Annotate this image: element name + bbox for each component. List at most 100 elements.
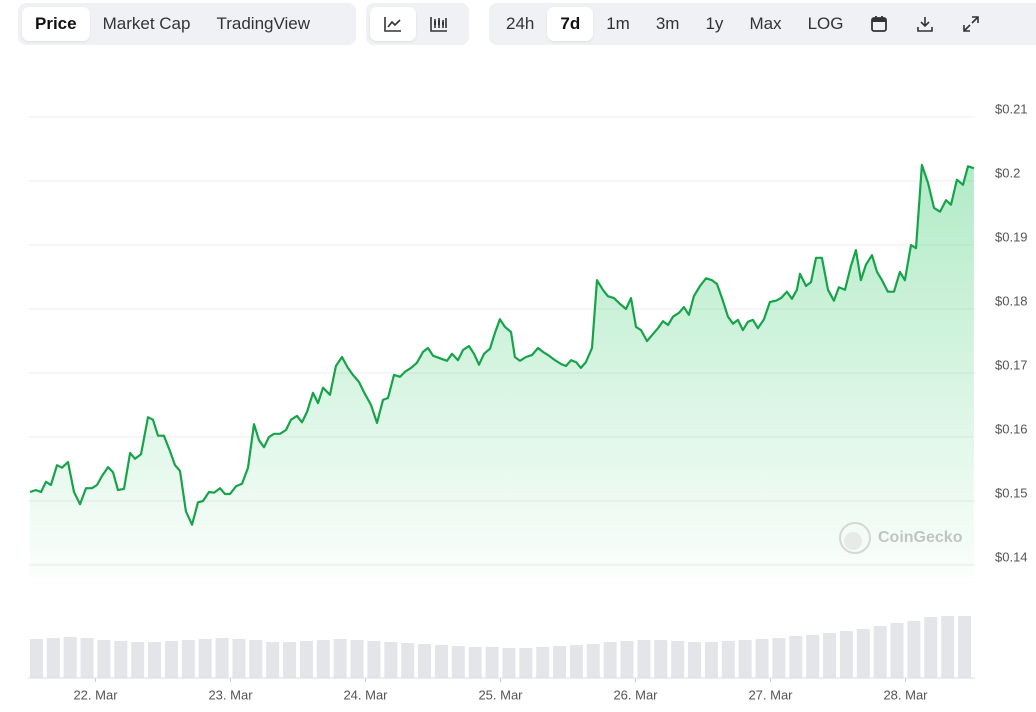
- volume-bar: [283, 642, 297, 678]
- tab[interactable]: TradingView: [216, 14, 311, 33]
- y-tick-label: $0.18: [995, 293, 1028, 308]
- volume-bar: [536, 647, 550, 678]
- volume-bar: [502, 648, 516, 678]
- volume-bar: [350, 640, 364, 678]
- calendar-icon: [871, 16, 888, 32]
- volume-bar: [46, 638, 60, 678]
- y-tick-label: $0.15: [995, 485, 1028, 500]
- volume-bar: [806, 635, 820, 678]
- y-tick-label: $0.16: [995, 421, 1028, 436]
- volume-bar: [890, 623, 904, 678]
- range-group: 24h 7d 1m 3m 1y Max LOG: [489, 3, 1036, 45]
- volume-bar: [333, 639, 347, 678]
- expand-icon: [963, 16, 980, 32]
- range-button[interactable]: 1y: [705, 14, 724, 33]
- volume-bar: [485, 647, 499, 678]
- volume-bar: [823, 633, 837, 678]
- download-button[interactable]: [902, 7, 948, 41]
- volume-bar: [148, 642, 162, 678]
- volume-bar: [181, 640, 195, 678]
- calendar-button[interactable]: [856, 7, 902, 41]
- volume-bar: [198, 639, 212, 678]
- volume-bar: [958, 616, 972, 678]
- volume-bar: [384, 642, 398, 678]
- y-tick-label: $0.19: [995, 229, 1028, 244]
- volume-bar: [434, 645, 448, 678]
- x-tick-label: 28. Mar: [883, 687, 928, 702]
- range-button[interactable]: 3m: [655, 14, 680, 33]
- volume-bar: [519, 648, 533, 678]
- volume-bar: [688, 642, 702, 678]
- area: [30, 165, 974, 578]
- volume-bar: [755, 639, 769, 678]
- volume-bar: [215, 638, 229, 678]
- y-tick-label: $0.2: [995, 165, 1020, 180]
- x-tick-label: 27. Mar: [748, 687, 793, 702]
- volume-bar: [907, 621, 921, 678]
- y-tick-label: $0.14: [995, 549, 1028, 564]
- volume-bar: [603, 642, 617, 678]
- volume-bar: [924, 617, 938, 678]
- volume-bar: [418, 644, 432, 678]
- volume-bar: [671, 641, 685, 678]
- y-tick-label: $0.21: [995, 101, 1028, 116]
- x-tick-label: 23. Mar: [208, 687, 253, 702]
- volume-bar: [941, 616, 955, 678]
- volume-bar: [586, 644, 600, 678]
- volume-bar: [620, 641, 634, 678]
- range-button[interactable]: 7d: [547, 7, 594, 41]
- volume-bar: [249, 640, 263, 678]
- volume-bar: [299, 641, 313, 678]
- volume-bar: [97, 640, 111, 678]
- x-tick-label: 25. Mar: [478, 687, 523, 702]
- volume-bar: [114, 641, 128, 678]
- volume-bar: [316, 640, 330, 678]
- volume-bar: [401, 643, 415, 678]
- watermark: CoinGecko: [839, 522, 963, 554]
- range-button[interactable]: Max: [749, 14, 782, 33]
- expand-button[interactable]: [948, 7, 994, 41]
- volume-bar: [451, 646, 465, 678]
- volume-bar: [856, 629, 870, 678]
- volume-bar: [266, 642, 280, 678]
- candle-style-button[interactable]: [416, 7, 462, 41]
- watermark-text: CoinGecko: [878, 529, 963, 546]
- y-tick-label: $0.17: [995, 357, 1028, 372]
- tab[interactable]: Market Cap: [102, 14, 191, 33]
- volume-bar: [721, 641, 735, 678]
- range-button[interactable]: 24h: [506, 14, 535, 33]
- volume-bar: [873, 626, 887, 678]
- volume-bar: [164, 641, 178, 678]
- volume-bar: [738, 640, 752, 678]
- volume-bar: [637, 640, 651, 678]
- volume-bar: [63, 637, 77, 678]
- tab[interactable]: Price: [22, 7, 90, 41]
- volume-bar: [232, 639, 246, 678]
- watermark-logo: [844, 532, 862, 550]
- download-icon: [917, 17, 934, 32]
- x-tick-label: 22. Mar: [73, 687, 118, 702]
- x-tick-label: 26. Mar: [613, 687, 658, 702]
- volume-bar: [131, 642, 145, 678]
- volume-bar: [29, 639, 43, 678]
- candle-icon: [430, 17, 447, 32]
- volume-bar: [468, 647, 482, 678]
- tab-group: Price Market Cap TradingView: [18, 3, 356, 45]
- volume-bar: [789, 636, 803, 678]
- volume-bar: [553, 646, 567, 678]
- range-button[interactable]: 1m: [606, 14, 630, 33]
- price-line: [29, 163, 975, 526]
- volume-bar: [654, 640, 668, 678]
- line-style-button[interactable]: [370, 7, 416, 41]
- volume-bar: [367, 641, 381, 678]
- chart-style-group: [366, 3, 469, 45]
- volume-bar: [839, 631, 853, 678]
- volume-bar: [704, 642, 718, 678]
- log-button[interactable]: LOG: [807, 14, 844, 33]
- x-tick-label: 24. Mar: [343, 687, 388, 702]
- watermark-logo: [839, 522, 871, 554]
- line-icon: [384, 17, 401, 32]
- volume-bar: [569, 645, 583, 678]
